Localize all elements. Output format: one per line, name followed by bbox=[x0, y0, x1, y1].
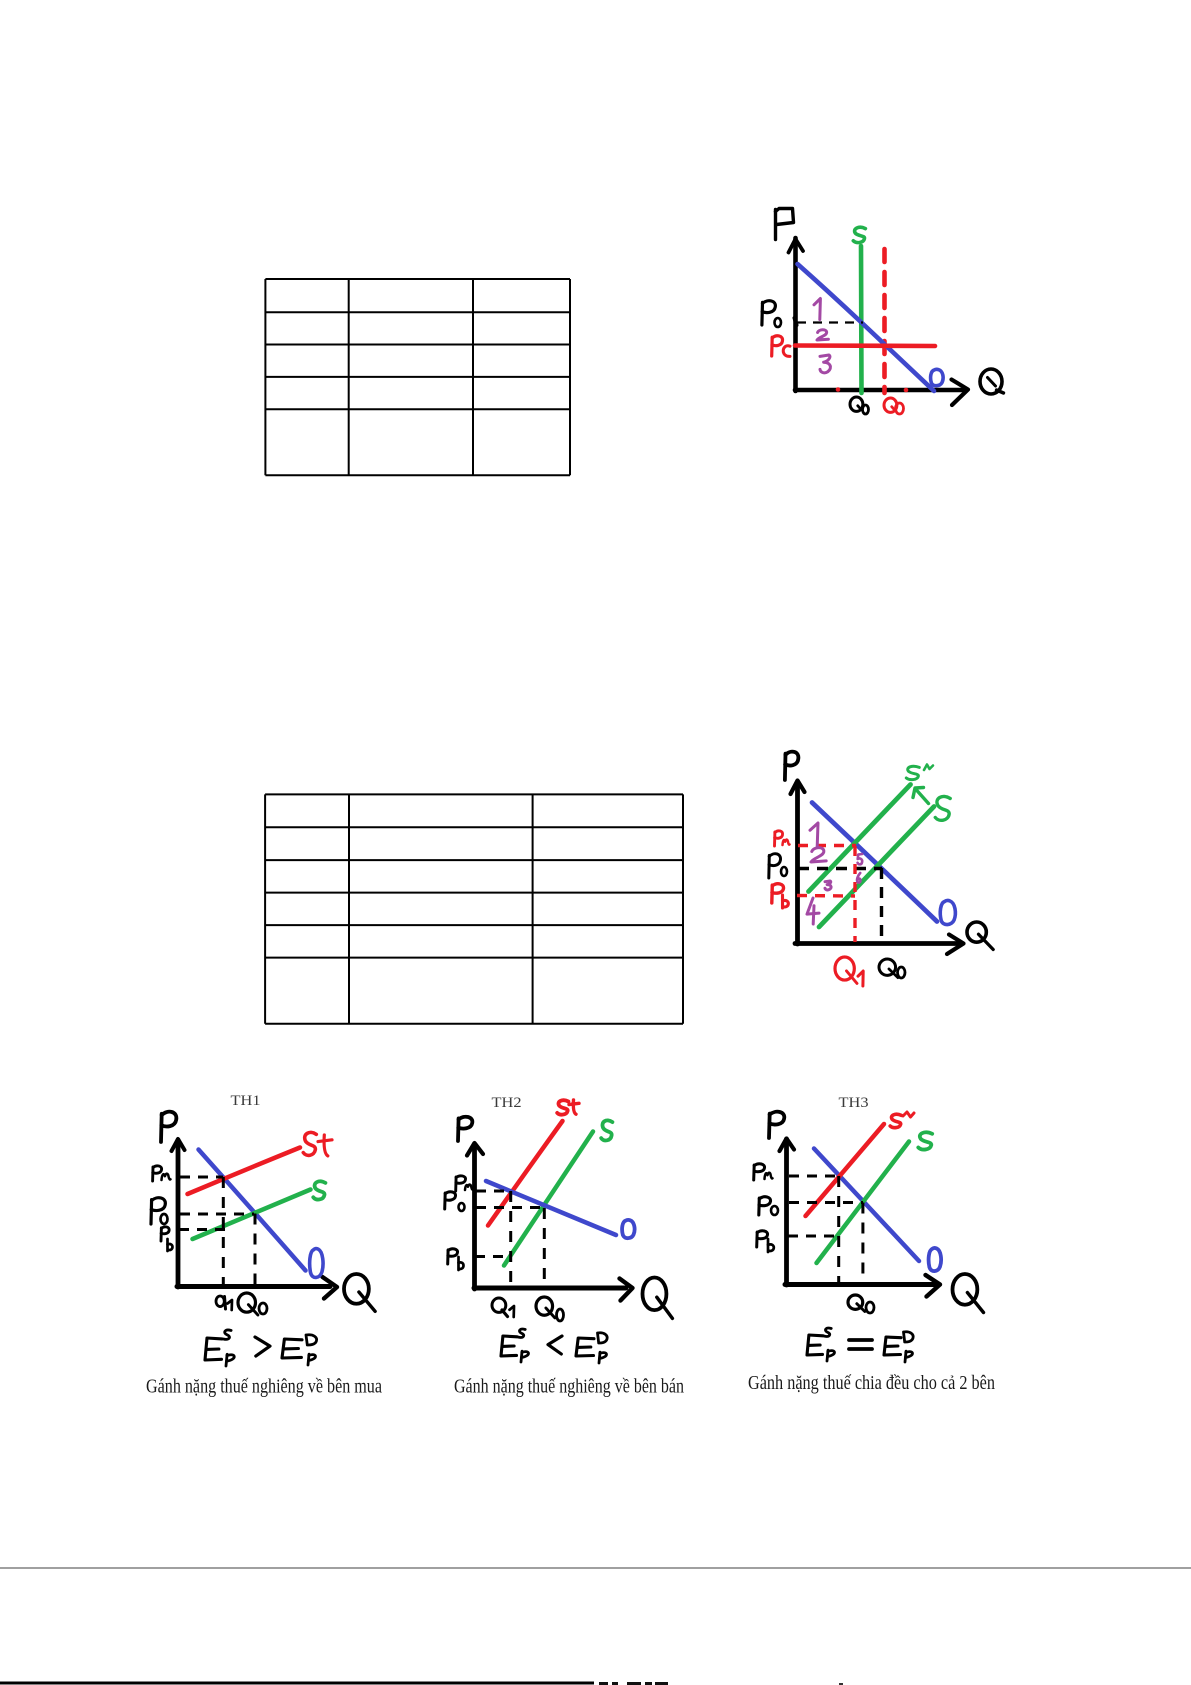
svg-text:Gánh nặng thuế chia đều cho cả: Gánh nặng thuế chia đều cho cả 2 bên bbox=[748, 1372, 995, 1394]
svg-text:TH2: TH2 bbox=[492, 1095, 522, 1111]
svg-text:Gánh nặng thuế nghiêng về bên: Gánh nặng thuế nghiêng về bên mua bbox=[146, 1376, 382, 1398]
svg-text:TH1: TH1 bbox=[231, 1093, 261, 1109]
svg-text:TH3: TH3 bbox=[839, 1095, 869, 1111]
svg-text:Gánh nặng thuế nghiêng về bên: Gánh nặng thuế nghiêng về bên bán bbox=[454, 1376, 684, 1398]
